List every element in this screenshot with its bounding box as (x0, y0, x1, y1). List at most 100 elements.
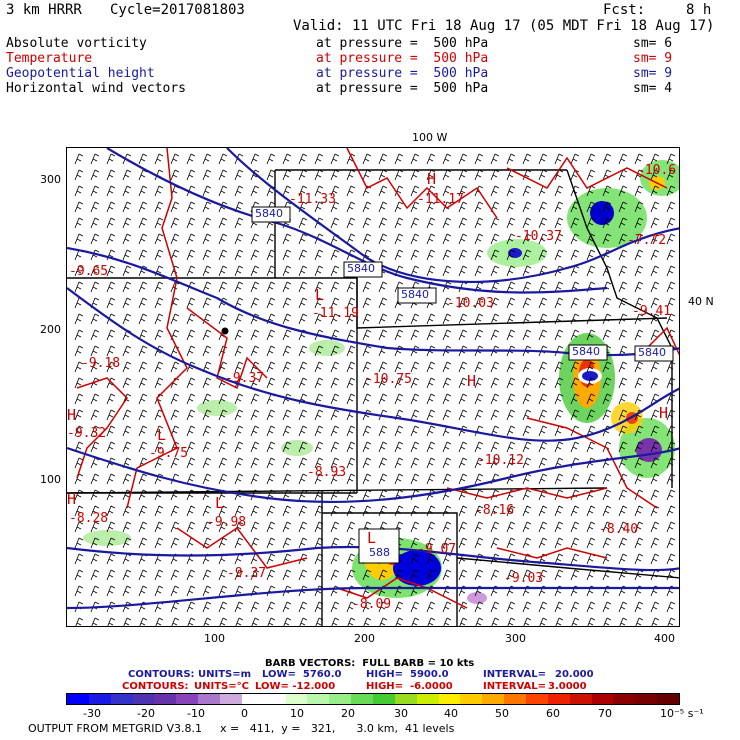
field-wind-vectors-level: at pressure = 500 hPa (316, 81, 489, 96)
temp-label: -9.37 (227, 566, 267, 581)
field-temperature-sm: sm= 9 (633, 51, 673, 66)
contours-blue-low: LOW= 5760.0 (262, 669, 342, 680)
wind-barbs (74, 153, 676, 626)
temp-label: -9.32 (67, 426, 107, 441)
x-tick-100: 100 (204, 632, 225, 645)
colorbar-tick: 40 (444, 707, 458, 720)
colorbar-tick: -10 (187, 707, 205, 720)
temp-label: -8.28 (69, 511, 109, 526)
low-marker: L (215, 494, 225, 512)
height-label: 5840 (572, 345, 600, 358)
contours-red-low: LOW= -12.000 (255, 681, 336, 692)
field-geopotential-sm: sm= 9 (633, 66, 673, 81)
field-wind-vectors: Horizontal wind vectors (6, 81, 187, 96)
low-marker: L (367, 529, 377, 547)
colorbar-tick: 0 (241, 707, 248, 720)
temp-label: -10.03 (447, 296, 494, 311)
y-tick-300: 300 (40, 173, 61, 186)
high-marker: H (659, 404, 669, 422)
temp-label: -11.19 (312, 306, 359, 321)
x-tick-300: 300 (505, 632, 526, 645)
field-absolute-vorticity-level: at pressure = 500 hPa (316, 36, 489, 51)
temp-label: -9.03 (504, 571, 544, 586)
field-absolute-vorticity: Absolute vorticity (6, 36, 147, 51)
height-label: 5840 (255, 207, 283, 220)
high-marker: H (67, 490, 77, 508)
output-info: OUTPUT FROM METGRID V3.8.1 (28, 722, 202, 735)
field-absolute-vorticity-sm: sm= 6 (633, 36, 673, 51)
field-wind-vectors-sm: sm= 4 (633, 81, 673, 96)
high-marker: H (467, 372, 477, 390)
field-temperature-level: at pressure = 500 hPa (316, 51, 489, 66)
geopotential-contours (67, 148, 679, 610)
contours-red-interval-value: 3.0000 (548, 681, 587, 692)
temp-label: -8.16 (475, 503, 515, 518)
temp-label: -7.72 (627, 233, 667, 248)
field-temperature: Temperature (6, 51, 93, 66)
y-tick-100: 100 (40, 473, 61, 486)
latitude-label: 40 N (688, 295, 714, 308)
colorbar-tick: -30 (83, 707, 101, 720)
x-tick-400: 400 (654, 632, 675, 645)
temp-label: -9.98 (207, 515, 247, 530)
cycle-label: Cycle=2017081803 (110, 2, 245, 18)
temp-label: -10.75 (365, 372, 412, 387)
fcst-value: 8 h (686, 2, 712, 18)
barb-vectors-line: BARB VECTORS: FULL BARB = 10 kts (265, 658, 475, 669)
colorbar-tick: 60 (546, 707, 560, 720)
temp-label: -9.41 (632, 304, 672, 319)
field-geopotential: Geopotential height (6, 66, 155, 81)
temp-label: -9.37 (225, 371, 265, 386)
temp-label: -8.09 (352, 597, 392, 612)
contours-blue-label: CONTOURS: (128, 669, 195, 680)
temp-label: -11.17 (417, 192, 464, 207)
height-label-boxes (251, 206, 674, 564)
temp-label: -9.65 (69, 264, 109, 279)
temp-label: -9.07 (417, 542, 457, 557)
contours-blue-interval: INTERVAL= (483, 669, 546, 680)
contours-blue-interval-value: 20.000 (555, 669, 594, 680)
temp-label: -10.12 (477, 453, 524, 468)
low-marker: L (157, 426, 167, 444)
colorbar-tick: 50 (495, 707, 509, 720)
height-label: 588 (369, 546, 390, 559)
low-marker: L (315, 286, 325, 304)
temp-label: -8.93 (307, 465, 347, 480)
colorbar-tick: -20 (137, 707, 155, 720)
map-canvas (67, 148, 679, 626)
temp-label: -8.40 (599, 522, 639, 537)
weather-map: 5840 5840 5840 5840 5840 588 -9.65 -11.3… (66, 147, 680, 627)
high-marker: H (67, 406, 77, 424)
longitude-label: 100 W (412, 131, 448, 144)
height-label: 5840 (638, 346, 666, 359)
station-dot (221, 327, 229, 335)
contours-red-interval: INTERVAL= (483, 681, 546, 692)
temp-label: -9.18 (81, 356, 121, 371)
height-label: 5840 (401, 288, 429, 301)
temp-label: -10.37 (515, 229, 562, 244)
contours-red-label: CONTOURS: (122, 681, 189, 692)
colorbar-tick: 30 (394, 707, 408, 720)
temp-label: -11.33 (289, 192, 336, 207)
field-geopotential-level: at pressure = 500 hPa (316, 66, 489, 81)
colorbar-tick: 20 (341, 707, 355, 720)
valid-time: Valid: 11 UTC Fri 18 Aug 17 (05 MDT Fri … (293, 18, 715, 34)
temp-label: -10.6 (637, 163, 677, 178)
contours-red-units: UNITS=°C (194, 681, 249, 692)
contours-blue-high: HIGH= 5900.0 (366, 669, 449, 680)
grid-info: x = 411, y = 321, 3.0 km, 41 levels (220, 722, 455, 735)
y-tick-200: 200 (40, 323, 61, 336)
colorbar-tick: 70 (598, 707, 612, 720)
fcst-label: Fcst: (603, 2, 646, 18)
model-name: 3 km HRRR (6, 2, 82, 18)
x-tick-200: 200 (354, 632, 375, 645)
temp-label: -9.75 (149, 446, 189, 461)
high-marker: H (427, 170, 437, 188)
contours-blue-units: UNITS=m (198, 669, 252, 680)
colorbar-unit: 10⁻⁵ s⁻¹ (660, 707, 704, 720)
colorbar-tick: 10 (290, 707, 304, 720)
vorticity-shading (83, 160, 679, 604)
colorbar (66, 693, 680, 705)
contours-red-high: HIGH= -6.0000 (366, 681, 453, 692)
state-borders (67, 169, 679, 626)
